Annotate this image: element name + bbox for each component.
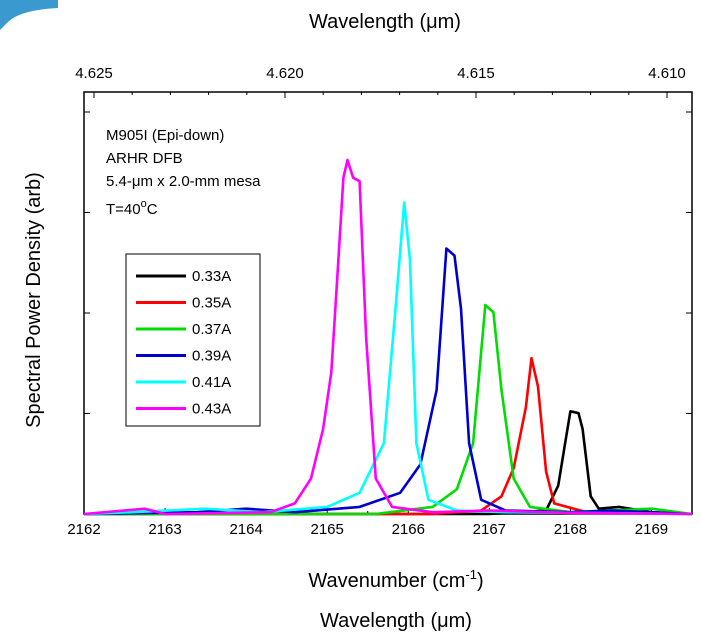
top-tick-label: 4.610 <box>648 65 686 82</box>
bottom-wavelength-title: Wavelength (μm) <box>320 610 472 632</box>
legend: 0.33A 0.35A 0.37A 0.39A 0.41A 0.43A <box>136 268 231 418</box>
y-axis-title: Spectral Power Density (arb) <box>23 172 45 428</box>
x-axis-title: Wavenumber (cm-1) <box>308 567 483 592</box>
legend-label-0.39A: 0.39A <box>192 348 231 365</box>
legend-label-0.37A: 0.37A <box>192 321 231 338</box>
x-tick-label: 2162 <box>67 521 100 538</box>
annotation-device: ARHR DFB <box>106 150 183 167</box>
x-tick-label: 2168 <box>554 521 587 538</box>
annotation-mesa: 5.4-μm x 2.0-mm mesa <box>106 173 261 190</box>
series-lines <box>83 158 693 516</box>
temp-degree: o <box>141 198 147 210</box>
legend-label-0.41A: 0.41A <box>192 374 231 391</box>
temp-unit: C <box>147 201 158 218</box>
top-tick-label: 4.625 <box>75 65 113 82</box>
x-axis-title-end: ) <box>477 570 484 592</box>
axis-ticks: 2162 2163 2164 2165 2166 2167 2168 2169 4.625 4.6… <box>67 65 692 538</box>
top-tick-label: 4.615 <box>457 65 495 82</box>
corner-logo-icon <box>0 0 58 30</box>
x-axis-title-sup: -1 <box>465 567 477 582</box>
legend-label-0.33A: 0.33A <box>192 268 231 285</box>
top-axis-title: Wavelength (μm) <box>309 11 461 33</box>
annotation-sample: M905I (Epi-down) <box>106 127 224 144</box>
x-tick-label: 2167 <box>473 521 506 538</box>
annotation-temperature: T=40oC <box>106 198 158 218</box>
x-tick-label: 2165 <box>311 521 344 538</box>
x-tick-label: 2163 <box>148 521 181 538</box>
legend-label-0.43A: 0.43A <box>192 401 231 418</box>
series-line-0.41A <box>83 201 693 516</box>
x-axis-title-base: Wavenumber (cm <box>308 570 465 592</box>
x-tick-label: 2166 <box>392 521 425 538</box>
temp-base: T=40 <box>106 201 141 218</box>
top-tick-label: 4.620 <box>266 65 304 82</box>
legend-box <box>125 253 261 427</box>
legend-label-0.35A: 0.35A <box>192 295 231 312</box>
x-tick-label: 2164 <box>229 521 262 538</box>
series-line-0.43A <box>83 158 693 516</box>
x-tick-label: 2169 <box>635 521 668 538</box>
